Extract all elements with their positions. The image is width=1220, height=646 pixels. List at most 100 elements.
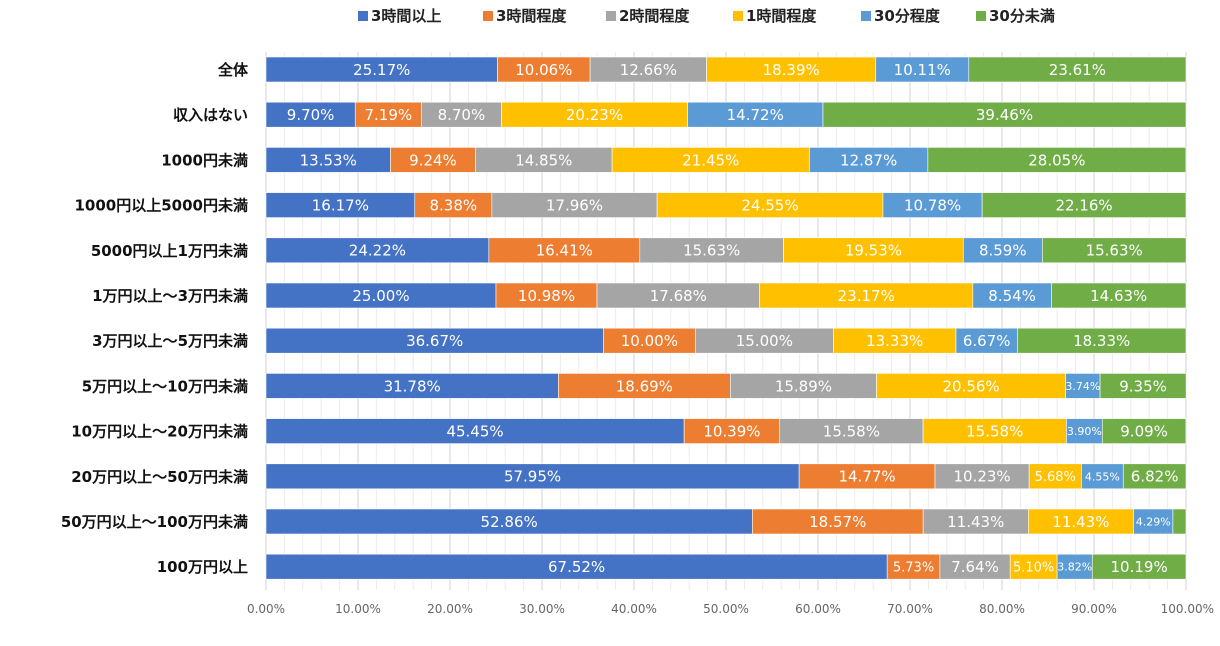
data-label: 28.05% xyxy=(1028,151,1085,169)
data-label: 8.54% xyxy=(988,287,1036,305)
data-label: 10.23% xyxy=(953,468,1010,486)
legend-label: 1時間程度 xyxy=(746,7,817,25)
x-axis-tick-labels: 0.00% 10.00% 20.00% 30.00% 40.00% 50.00% 60.00… xyxy=(247,602,1214,616)
bar-segment xyxy=(354,101,422,128)
data-label: 15.00% xyxy=(736,332,793,350)
data-label: 10.78% xyxy=(904,197,961,215)
bar-segment xyxy=(927,147,1187,173)
data-label: 23.17% xyxy=(838,287,895,305)
bar-segment xyxy=(265,101,356,128)
data-label: 10.00% xyxy=(621,332,678,350)
category-label: 3万円以上～5万円未満 xyxy=(92,332,248,350)
data-label: 16.17% xyxy=(312,197,369,215)
x-tick-label: 30.00% xyxy=(519,602,565,616)
data-label: 23.61% xyxy=(1049,61,1106,79)
data-label: 8.59% xyxy=(979,242,1027,260)
x-tick-label: 10.00% xyxy=(335,602,381,616)
data-label: 14.77% xyxy=(838,468,895,486)
data-label: 12.66% xyxy=(620,61,677,79)
bar-segment xyxy=(265,192,416,218)
data-label: 17.96% xyxy=(546,197,603,215)
data-label: 18.33% xyxy=(1073,332,1130,350)
category-label: 50万円以上～100万円未満 xyxy=(61,513,248,531)
data-label: 13.53% xyxy=(300,151,357,169)
bar-segment xyxy=(491,192,658,218)
data-label: 9.70% xyxy=(287,106,335,124)
category-label: 収入はない xyxy=(173,106,248,124)
bar-segment xyxy=(886,553,941,580)
data-label: 20.23% xyxy=(566,106,623,124)
bar-segment xyxy=(1081,463,1124,490)
bar-segment xyxy=(265,373,559,399)
data-label: 10.39% xyxy=(703,423,760,441)
data-label: 3.74% xyxy=(1065,380,1100,393)
data-label: 8.38% xyxy=(429,197,477,215)
bar-segment xyxy=(1051,282,1187,309)
bar-segment xyxy=(1133,508,1174,535)
category-label: 1000円未満 xyxy=(161,151,248,169)
bar-segment xyxy=(687,101,824,128)
data-label: 10.19% xyxy=(1111,558,1168,576)
bar-segment xyxy=(414,192,493,218)
data-label: 17.68% xyxy=(650,287,707,305)
data-label: 18.57% xyxy=(809,513,866,531)
data-label: 24.55% xyxy=(741,197,798,215)
legend-label: 2時間程度 xyxy=(619,7,690,25)
data-label: 15.89% xyxy=(775,377,832,395)
category-label: 1万円以上～3万円未満 xyxy=(92,287,248,305)
bar-segment xyxy=(1122,463,1187,490)
data-label: 14.85% xyxy=(515,151,572,169)
bar-segment xyxy=(1101,418,1187,444)
data-label: 45.45% xyxy=(446,423,503,441)
data-label: 10.98% xyxy=(518,287,575,305)
x-tick-label: 50.00% xyxy=(703,602,749,616)
bar-segment xyxy=(875,56,970,83)
data-label: 67.52% xyxy=(548,558,605,576)
bar-segment xyxy=(265,418,685,444)
data-label: 12.87% xyxy=(840,151,897,169)
bar-segment xyxy=(265,56,498,83)
data-label: 3.82% xyxy=(1057,561,1092,574)
data-label: 15.58% xyxy=(823,423,880,441)
bar-segment xyxy=(972,282,1052,309)
bar-segment xyxy=(589,56,707,83)
bar-segment xyxy=(833,327,957,354)
data-label: 22.16% xyxy=(1055,197,1112,215)
legend-swatch xyxy=(861,11,871,21)
data-label: 9.09% xyxy=(1120,423,1168,441)
x-tick-label: 80.00% xyxy=(979,602,1025,616)
data-label: 3.90% xyxy=(1067,425,1102,438)
bar-segment xyxy=(922,418,1067,444)
bar-segment xyxy=(611,147,810,173)
legend-label: 3時間以上 xyxy=(371,7,441,25)
data-label: 5.10% xyxy=(1013,560,1054,575)
category-label: 5万円以上～10万円未満 xyxy=(82,377,248,395)
data-label: 21.45% xyxy=(682,151,739,169)
x-tick-label: 40.00% xyxy=(611,602,657,616)
bar-segment xyxy=(809,147,929,173)
bar-segment xyxy=(1041,237,1187,264)
data-label: 5.73% xyxy=(893,560,934,575)
bar-segment xyxy=(730,373,877,399)
bar-segment xyxy=(265,327,604,354)
x-tick-label: 70.00% xyxy=(887,602,933,616)
data-label: 15.63% xyxy=(683,242,740,260)
data-label: 11.43% xyxy=(1052,513,1109,531)
legend-label: 30分未満 xyxy=(989,7,1055,25)
data-label: 10.06% xyxy=(515,61,572,79)
gridlines xyxy=(265,52,1187,590)
bar-segment xyxy=(265,237,490,264)
bar-segment xyxy=(421,101,502,128)
data-label: 18.39% xyxy=(763,61,820,79)
bar-segment xyxy=(759,282,974,309)
bar-segment xyxy=(1172,508,1187,535)
bar-segment xyxy=(1099,373,1187,399)
bar-segment xyxy=(501,101,688,128)
category-label: 1000円以上5000円未満 xyxy=(75,197,249,215)
data-label: 7.19% xyxy=(364,106,412,124)
data-label: 7.64% xyxy=(951,558,999,576)
bar-segment xyxy=(683,418,781,444)
data-label: 25.00% xyxy=(352,287,409,305)
category-label: 10万円以上～20万円未満 xyxy=(71,423,248,441)
